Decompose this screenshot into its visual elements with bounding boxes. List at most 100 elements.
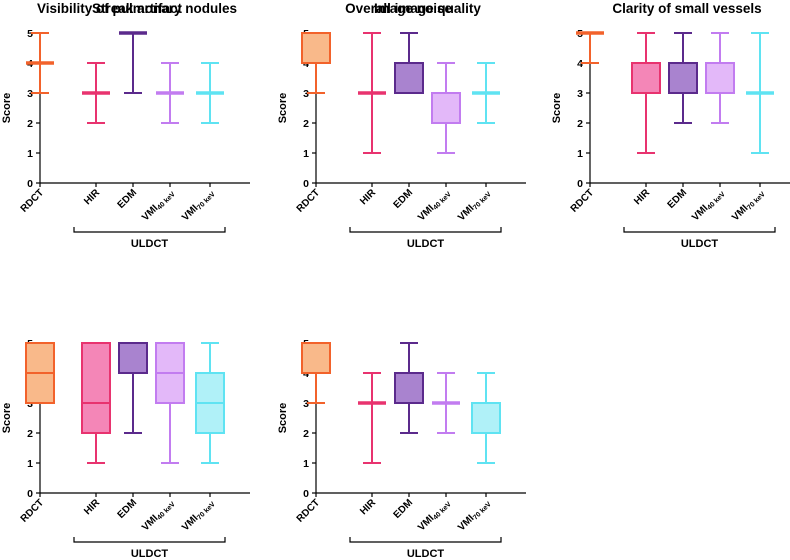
y-tick-label: 2 <box>27 118 33 130</box>
x-tick-label: RDCT <box>569 187 596 214</box>
category-subscript: 40 keV <box>706 191 727 212</box>
category-name: EDM <box>392 497 416 521</box>
y-tick-label: 4 <box>577 58 583 70</box>
y-axis-label: Score <box>1 403 13 434</box>
box-body <box>471 402 501 434</box>
box-edm <box>119 31 147 94</box>
box-body <box>631 62 661 94</box>
y-tick-label: 1 <box>577 148 583 160</box>
x-tick-label: VMI40 keV <box>140 497 177 534</box>
y-tick-label: 3 <box>577 88 583 100</box>
box-edm <box>394 342 424 434</box>
box-vmi40 <box>432 372 460 434</box>
chart-title: Streak artifact <box>92 1 183 16</box>
box-hir <box>358 32 386 154</box>
box-body <box>668 62 698 94</box>
y-tick-label: 2 <box>303 428 309 440</box>
box-hir <box>81 342 111 464</box>
category-name: EDM <box>116 497 140 521</box>
chart-title: Image noise <box>374 1 453 16</box>
category-subscript: 40 keV <box>432 501 453 522</box>
box-body <box>394 62 424 94</box>
y-tick-label: 0 <box>303 178 309 190</box>
category-name: HIR <box>358 497 379 518</box>
box-vmi70 <box>472 62 500 124</box>
chart-panel: Clarity of small vesselsScore012345RDCTH… <box>551 1 790 250</box>
chart-title: Overall image quality <box>345 1 481 16</box>
box-vmi70 <box>746 32 774 154</box>
x-tick-label: EDM <box>116 187 140 211</box>
y-tick-label: 3 <box>27 88 33 100</box>
box-body <box>301 342 331 374</box>
category-name: RDCT <box>295 497 322 524</box>
box-vmi40 <box>156 62 184 124</box>
x-tick-label: HIR <box>358 187 379 208</box>
y-tick-label: 1 <box>27 148 33 160</box>
x-tick-label: RDCT <box>19 497 46 524</box>
y-tick-label: 2 <box>27 428 33 440</box>
x-tick-label: VMI40 keV <box>416 497 453 534</box>
category-name: HIR <box>632 187 653 208</box>
chart-title: Clarity of small vessels <box>612 1 761 16</box>
box-body <box>118 342 148 374</box>
category-subscript: 70 keV <box>472 191 493 212</box>
category-subscript: 70 keV <box>746 191 767 212</box>
x-tick-label: EDM <box>392 497 416 521</box>
group-label: ULDCT <box>407 548 445 560</box>
x-tick-label: EDM <box>392 187 416 211</box>
category-subscript: 70 keV <box>472 501 493 522</box>
category-subscript: 40 keV <box>156 191 177 212</box>
category-name: RDCT <box>295 187 322 214</box>
y-tick-label: 1 <box>27 458 33 470</box>
x-tick-label: VMI40 keV <box>690 187 727 224</box>
box-edm <box>668 32 698 124</box>
box-hir <box>358 372 386 464</box>
x-tick-label: HIR <box>358 497 379 518</box>
y-axis-label: Score <box>1 93 13 124</box>
group-bracket <box>73 537 226 543</box>
y-tick-label: 3 <box>303 398 309 410</box>
y-tick-label: 2 <box>303 118 309 130</box>
category-name: HIR <box>82 497 103 518</box>
box-vmi70 <box>195 342 225 464</box>
chart-panel: Visibility of pulmonary nodules Score 0 1 2 3… <box>1 1 250 560</box>
group-label: ULDCT <box>131 548 169 560</box>
category-subscript: 40 keV <box>156 501 177 522</box>
y-tick-label: 0 <box>577 178 583 190</box>
category-name: EDM <box>392 187 416 211</box>
x-tick-label: VMI40 keV <box>416 187 453 224</box>
x-tick-label: VMI40 keV <box>140 187 177 224</box>
y-axis-label: Score <box>277 93 289 124</box>
box-body <box>81 342 111 434</box>
box-rdct <box>301 342 331 404</box>
category-name: HIR <box>82 187 103 208</box>
box-rdct <box>301 32 331 94</box>
x-tick-label: VMI70 keV <box>180 187 217 224</box>
box-hir <box>631 32 661 154</box>
y-tick-label: 2 <box>577 118 583 130</box>
x-tick-label: RDCT <box>295 187 322 214</box>
category-name: RDCT <box>19 187 46 214</box>
x-tick-label: EDM <box>116 497 140 521</box>
y-axis-label: Score <box>277 403 289 434</box>
group-label: ULDCT <box>407 238 445 250</box>
category-subscript: 70 keV <box>196 191 217 212</box>
y-tick-label: 1 <box>303 148 309 160</box>
x-tick-label: HIR <box>82 187 103 208</box>
box-body <box>394 372 424 404</box>
category-name: EDM <box>666 187 690 211</box>
x-tick-label: VMI70 keV <box>730 187 767 224</box>
box-edm <box>394 32 424 94</box>
y-tick-label: 5 <box>27 28 33 40</box>
group-bracket <box>349 227 502 233</box>
category-name: EDM <box>116 187 140 211</box>
box-hir <box>82 62 110 124</box>
y-tick-label: 0 <box>303 488 309 500</box>
box-body <box>705 62 735 94</box>
x-tick-label: VMI70 keV <box>456 497 493 534</box>
y-tick-label: 0 <box>27 488 33 500</box>
group-bracket <box>73 227 226 233</box>
box-vmi70 <box>196 62 224 124</box>
y-tick-label: 3 <box>303 88 309 100</box>
